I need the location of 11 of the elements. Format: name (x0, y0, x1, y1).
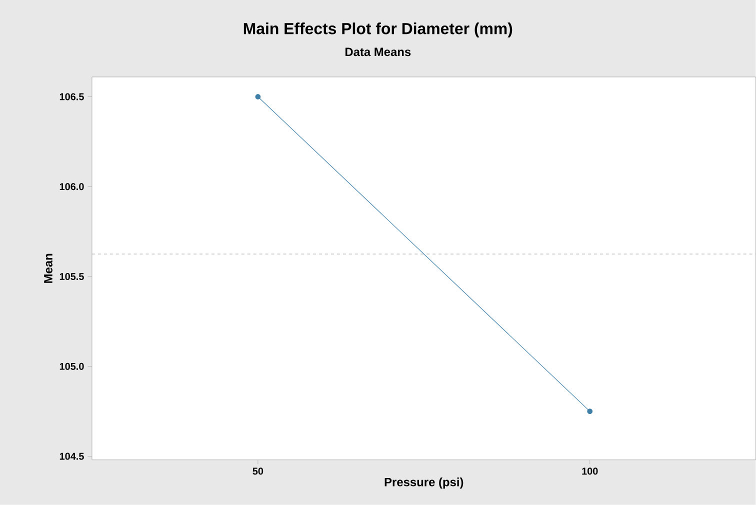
chart-subtitle: Data Means (345, 48, 411, 56)
y-tick-label: 105.0 (60, 362, 84, 370)
y-tick-label: 106.0 (60, 183, 84, 190)
y-tick-label: 106.5 (60, 93, 84, 100)
y-tick-label: 105.5 (60, 273, 84, 280)
y-tick-label: 104.5 (60, 452, 84, 460)
x-axis-title: Pressure (psi) (384, 478, 464, 489)
y-axis-title: Mean (44, 254, 52, 283)
x-tick-label: 50 (252, 468, 264, 475)
chart-title: Main Effects Plot for Diameter (mm) (244, 22, 512, 38)
x-tick-label: 100 (582, 468, 598, 475)
